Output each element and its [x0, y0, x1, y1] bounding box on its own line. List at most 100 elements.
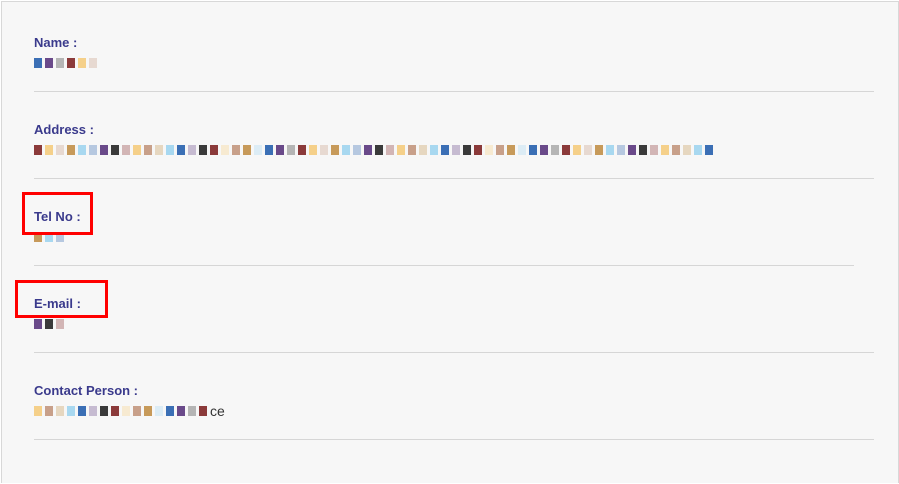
email-highlight-box — [15, 280, 108, 318]
redacted-block — [155, 145, 163, 155]
redacted-block — [78, 58, 86, 68]
redacted-block — [67, 406, 75, 416]
redacted-block — [496, 145, 504, 155]
address-field: Address : — [34, 122, 874, 179]
redacted-block — [518, 145, 526, 155]
redacted-block — [144, 145, 152, 155]
redacted-block — [89, 145, 97, 155]
contact-person-field: Contact Person : ce — [34, 383, 874, 440]
redacted-block — [320, 145, 328, 155]
redacted-block — [78, 406, 86, 416]
redacted-block — [650, 145, 658, 155]
redacted-block — [210, 145, 218, 155]
redacted-block — [166, 406, 174, 416]
redacted-block — [485, 145, 493, 155]
address-label: Address : — [34, 122, 94, 137]
redacted-block — [529, 145, 537, 155]
redacted-block — [188, 406, 196, 416]
redacted-block — [331, 145, 339, 155]
redacted-block — [100, 145, 108, 155]
redacted-block — [452, 145, 460, 155]
redacted-block — [111, 145, 119, 155]
redacted-block — [463, 145, 471, 155]
redacted-block — [34, 319, 42, 329]
redacted-block — [89, 406, 97, 416]
tel-highlight-box — [22, 192, 93, 235]
redacted-block — [430, 145, 438, 155]
redacted-block — [705, 145, 713, 155]
email-value — [34, 316, 64, 332]
redacted-block — [573, 145, 581, 155]
redacted-block — [617, 145, 625, 155]
redacted-block — [34, 58, 42, 68]
redacted-block — [56, 58, 64, 68]
redacted-block — [683, 145, 691, 155]
redacted-block — [45, 406, 53, 416]
redacted-block — [254, 145, 262, 155]
redacted-block — [441, 145, 449, 155]
redacted-block — [628, 145, 636, 155]
redacted-block — [276, 145, 284, 155]
redacted-block — [287, 145, 295, 155]
redacted-block — [595, 145, 603, 155]
redacted-block — [133, 145, 141, 155]
redacted-block — [144, 406, 152, 416]
redacted-block — [188, 145, 196, 155]
redacted-block — [375, 145, 383, 155]
redacted-block — [364, 145, 372, 155]
redacted-block — [672, 145, 680, 155]
redacted-block — [221, 145, 229, 155]
redacted-block — [34, 145, 42, 155]
redacted-block — [661, 145, 669, 155]
redacted-block — [342, 145, 350, 155]
redacted-block — [353, 145, 361, 155]
redacted-block — [155, 406, 163, 416]
redacted-block — [199, 406, 207, 416]
email-label: E-mail : — [34, 296, 81, 311]
redacted-block — [56, 319, 64, 329]
email-field: E-mail : — [34, 296, 874, 353]
redacted-block — [199, 145, 207, 155]
redacted-block — [309, 145, 317, 155]
redacted-block — [56, 232, 64, 242]
address-value — [34, 142, 713, 158]
redacted-block — [397, 145, 405, 155]
redacted-block — [232, 145, 240, 155]
tel-value — [34, 229, 64, 245]
contact-person-suffix: ce — [210, 403, 225, 419]
redacted-block — [34, 406, 42, 416]
redacted-block — [177, 145, 185, 155]
redacted-block — [45, 232, 53, 242]
redacted-block — [408, 145, 416, 155]
redacted-block — [507, 145, 515, 155]
redacted-block — [419, 145, 427, 155]
tel-label: Tel No : — [34, 209, 81, 224]
redacted-block — [45, 319, 53, 329]
redacted-block — [100, 406, 108, 416]
redacted-block — [67, 145, 75, 155]
redacted-block — [606, 145, 614, 155]
redacted-block — [45, 145, 53, 155]
redacted-block — [166, 145, 174, 155]
redacted-block — [265, 145, 273, 155]
redacted-block — [694, 145, 702, 155]
redacted-block — [386, 145, 394, 155]
name-label: Name : — [34, 35, 78, 50]
contact-person-value: ce — [34, 403, 225, 419]
redacted-block — [298, 145, 306, 155]
redacted-block — [562, 145, 570, 155]
redacted-block — [34, 232, 42, 242]
redacted-block — [45, 58, 53, 68]
redacted-block — [67, 58, 75, 68]
redacted-block — [56, 406, 64, 416]
name-value — [34, 55, 97, 71]
redacted-block — [56, 145, 64, 155]
redacted-block — [243, 145, 251, 155]
redacted-block — [584, 145, 592, 155]
redacted-block — [540, 145, 548, 155]
redacted-block — [78, 145, 86, 155]
redacted-block — [551, 145, 559, 155]
redacted-block — [639, 145, 647, 155]
name-field: Name : — [34, 35, 874, 92]
